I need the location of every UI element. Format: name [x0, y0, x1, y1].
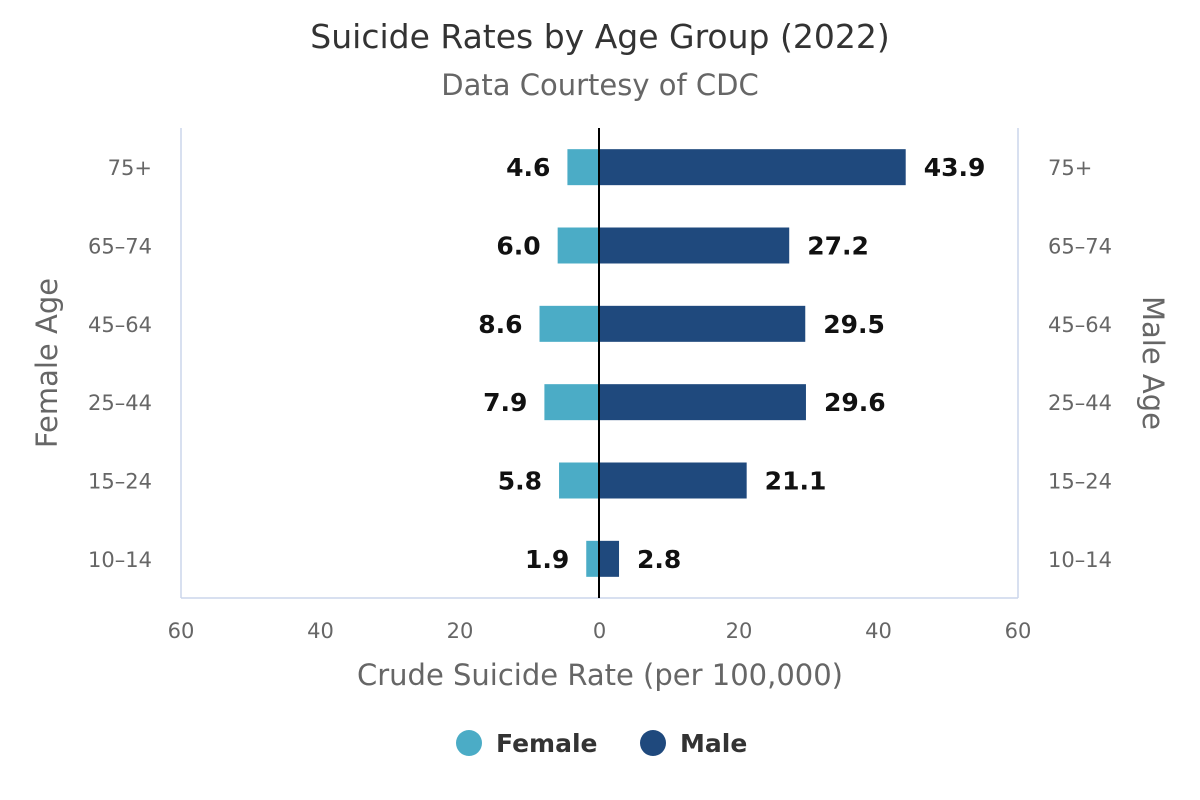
female-data-label: 5.8 [498, 467, 542, 496]
male-bar[interactable] [599, 384, 806, 421]
legend: Female Male [456, 729, 747, 758]
x-tick-label: 40 [307, 619, 334, 643]
legend-female-swatch [456, 730, 482, 756]
male-data-label: 2.8 [637, 545, 681, 574]
male-data-label: 21.1 [765, 467, 827, 496]
male-bar[interactable] [599, 149, 906, 186]
x-axis-ticks: 60 40 20 0 20 40 60 [168, 619, 1032, 643]
female-bar[interactable] [557, 227, 600, 264]
x-tick-label: 0 [593, 619, 606, 643]
female-data-label: 4.6 [506, 153, 550, 182]
female-category-label: 75+ [108, 156, 152, 180]
right-y-axis-title: Male Age [1136, 296, 1170, 430]
x-axis-title: Crude Suicide Rate (per 100,000) [357, 658, 843, 692]
male-category-label: 75+ [1048, 156, 1092, 180]
x-tick-label: 20 [447, 619, 474, 643]
legend-female-label: Female [496, 729, 597, 758]
male-category-label: 25–44 [1048, 391, 1112, 415]
female-category-label: 15–24 [88, 470, 152, 494]
female-data-label: 6.0 [496, 232, 540, 261]
x-tick-label: 60 [1005, 619, 1032, 643]
female-category-label: 25–44 [88, 391, 152, 415]
chart-subtitle: Data Courtesy of CDC [441, 68, 758, 102]
female-bar[interactable] [586, 540, 600, 577]
female-bar[interactable] [544, 384, 600, 421]
legend-male-label: Male [680, 729, 747, 758]
legend-item-female[interactable]: Female [456, 729, 597, 758]
chart-title: Suicide Rates by Age Group (2022) [310, 17, 889, 56]
male-category-label: 15–24 [1048, 470, 1112, 494]
male-bar[interactable] [599, 462, 747, 499]
male-category-label: 10–14 [1048, 548, 1112, 572]
male-bar[interactable] [599, 540, 620, 577]
category-labels: 75+ 75+ 65–74 65–74 45–64 45–64 25–44 25–44 15–2… [88, 156, 1112, 572]
female-data-label: 7.9 [483, 388, 527, 417]
female-bar[interactable] [539, 305, 600, 342]
male-data-label: 27.2 [807, 232, 869, 261]
male-category-label: 65–74 [1048, 235, 1112, 259]
legend-male-swatch [640, 730, 666, 756]
female-data-label: 8.6 [478, 310, 522, 339]
male-bar[interactable] [599, 227, 790, 264]
male-bar[interactable] [599, 305, 806, 342]
x-tick-label: 60 [168, 619, 195, 643]
male-data-label: 43.9 [924, 153, 986, 182]
legend-item-male[interactable]: Male [640, 729, 747, 758]
male-data-label: 29.5 [823, 310, 885, 339]
female-category-label: 65–74 [88, 235, 152, 259]
x-tick-label: 40 [865, 619, 892, 643]
male-category-label: 45–64 [1048, 313, 1112, 337]
female-bar[interactable] [559, 462, 600, 499]
bars: 4.6 43.9 6.0 27.2 8.6 29.5 7.9 29.6 5.8 21.1 1.9 2.… [478, 149, 985, 577]
x-tick-label: 20 [726, 619, 753, 643]
female-data-label: 1.9 [525, 545, 569, 574]
female-category-label: 45–64 [88, 313, 152, 337]
female-bar[interactable] [567, 149, 600, 186]
female-category-label: 10–14 [88, 548, 152, 572]
male-data-label: 29.6 [824, 388, 886, 417]
left-y-axis-title: Female Age [30, 278, 64, 448]
